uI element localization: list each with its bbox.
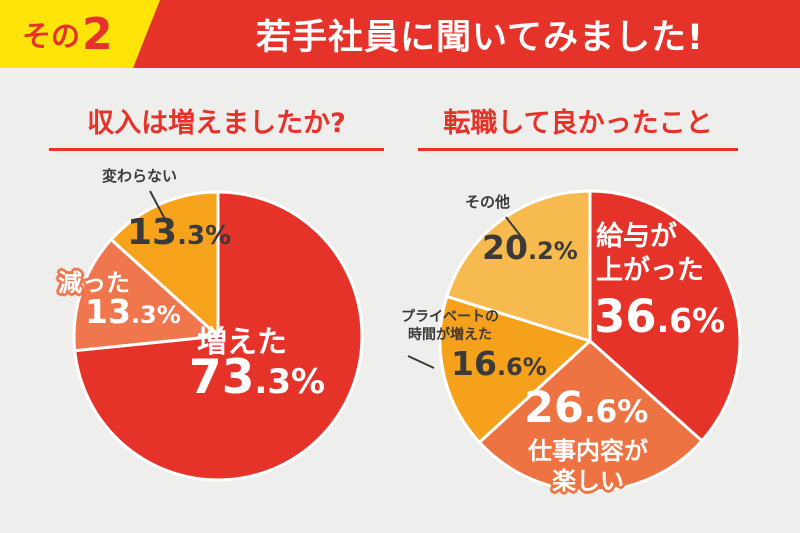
pie-slice-プライベートの時間が増えた (438, 294, 592, 444)
pie-slice-給与が上がった (588, 189, 742, 443)
slice-value-hetta: 13.3% (85, 292, 181, 331)
leader-line-private (407, 355, 435, 369)
slice-label-shigoto: 仕事内容が 楽しい (528, 437, 648, 495)
slice-value-shigoto: 26.6% (524, 383, 649, 433)
badge-label-number: 2 (82, 8, 113, 60)
header-title: 若手社員に聞いてみました! (256, 17, 704, 58)
slice-value-kyuyo: 36.6% (594, 290, 726, 343)
leader-line-kawaranai (149, 190, 168, 224)
slice-value-fueta: 73.3% (189, 350, 326, 405)
slice-label-private: プライベートの 時間が増えた (401, 309, 499, 343)
leader-line-sonota (505, 216, 524, 240)
slice-label-hetta: 減った (58, 269, 130, 297)
pie-slice-その他 (445, 189, 592, 343)
part-number-badge: その 2 (0, 0, 160, 68)
badge-label-prefix: その (22, 19, 81, 53)
right-title-underline (418, 148, 738, 151)
left-title-underline (49, 148, 384, 151)
slice-label-sonota: その他 (465, 193, 511, 211)
pie-slice-仕事内容が楽しい (477, 339, 704, 493)
right-chart-title: 転職して良かったこと (443, 108, 713, 139)
slice-value-kawaranai: 13.3% (127, 212, 232, 253)
slice-label-fueta: 増えた (197, 325, 287, 360)
slice-value-private: 16.6% (451, 344, 547, 383)
slice-value-sonota: 20.2% (482, 228, 578, 267)
left-chart-title: 収入は増えましたか? (87, 108, 346, 139)
pie-slice-変わらない (109, 190, 220, 338)
slice-label-kyuyo: 給与が 上がった (596, 221, 704, 286)
slice-label-kawaranai: 変わらない (102, 167, 178, 185)
pie-slice-減った (72, 238, 220, 353)
header-bar: 若手社員に聞いてみました! その 2 (0, 0, 800, 68)
